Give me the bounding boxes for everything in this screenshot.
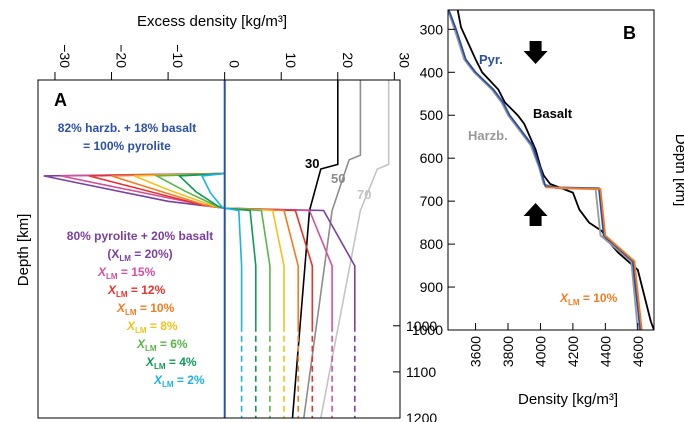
b-y-tick-label-300: 300 [420,21,444,37]
b-y-tick-label-1000: 1000 [412,322,443,338]
b-x-tick-label-4600: 4600 [630,336,646,367]
a-y-tick-label-1100: 1100 [406,364,436,380]
series-a-70 [320,80,390,418]
panel-a-x-axis-title: Excess density [kg/m³] [137,13,287,30]
b-y-tick-label-600: 600 [420,150,444,166]
xlm-4-value: = 4% [166,355,197,369]
panel-b: 3600 3800 4000 4200 4400 4600 300 400 500 600 700… [412,9,684,408]
b-x-tick-label-4200: 4200 [565,336,581,367]
panel-b-arrows [523,40,548,227]
a-x-tick-label-10: 10 [283,52,299,68]
annotation-xlm-10: XLM = 10% [116,301,175,317]
xlm-6-subscript: LM [145,344,157,353]
b-x-tick-label-4000: 4000 [532,336,548,367]
annotation-xlm-8: XLM = 8% [126,319,178,335]
label-xlm-10: XLM = 10% [559,291,618,307]
panel-a-frame [37,79,401,419]
annotation-xlm-12: XLM = 12% [107,283,166,299]
annotation-pyrolite: = 100% pyrolite [83,139,171,153]
panel-a-series [43,80,390,418]
a-x-tick-label-20: 20 [340,52,356,68]
series-b-harzb [448,10,639,330]
b-y-tick-label-500: 500 [420,107,444,123]
panel-b-x-ticks: 3600 3800 4000 4200 4400 4600 [468,323,646,367]
b-x-tick-label-4400: 4400 [597,336,613,367]
xlm-12-symbol: X [107,283,117,297]
panel-a-letter: A [54,90,67,110]
label-basalt: Basalt [533,106,573,121]
arrow-down-0 [523,40,548,64]
annotation-harzb-basalt: 82% harzb. + 18% basalt [58,121,196,135]
xlm-10-subscript: LM [125,308,137,317]
b-xlm-symbol: X [559,291,569,305]
xlm-4-symbol: X [145,355,155,369]
xlm-15-value: = 15% [118,265,156,279]
line-label-50: 50 [331,171,345,186]
xlm-15-subscript: LM [106,272,118,281]
xlm-6-symbol: X [136,337,146,351]
a-y-tick-label-1200: 1200 [406,410,437,422]
b-y-tick-label-900: 900 [420,279,444,295]
a-x-tick-label-0: 0 [227,60,243,68]
annotation-xlm-20: (XLM = 20%) [107,247,172,263]
annotation-xlm-2: XLM = 2% [153,373,205,389]
panel-b-frame [447,9,655,331]
xlm-2-symbol: X [153,373,163,387]
annotation-xlm-6: XLM = 6% [136,337,188,353]
xlm-6-value: = 6% [157,337,188,351]
xlm-2-value: = 2% [174,373,205,387]
line-label-30: 30 [305,156,319,171]
b-xlm-subscript: LM [568,298,580,307]
panel-b-series [448,10,654,330]
b-xlm-value: = 10% [580,291,618,305]
a-x-tick-label--30: −30 [57,44,73,68]
b-y-tick-label-800: 800 [420,236,444,252]
xlm-20-symbol: (X [107,247,119,261]
label-harzb: Harzb. [468,128,508,143]
xlm-20-value: = 20%) [131,247,173,261]
series-b-x-lm-10 [545,186,643,330]
panel-b-y-axis-title: Depth [km] [672,134,684,207]
a-x-tick-label--20: −20 [114,44,130,68]
annotation-xlm-4: XLM = 4% [145,355,197,371]
xlm-8-subscript: LM [135,326,147,335]
series-a-50 [303,80,362,418]
annotation-pyrolite-basalt: 80% pyrolite + 20% basalt [67,229,213,243]
series-a-30 [291,80,339,418]
a-x-tick-label--10: −10 [170,44,186,68]
line-label-70: 70 [357,187,371,202]
xlm-2-subscript: LM [162,380,174,389]
b-x-tick-label-3800: 3800 [500,336,516,367]
panel-b-x-axis-title: Density [kg/m³] [518,391,618,408]
b-x-tick-label-3600: 3600 [468,336,484,367]
xlm-8-symbol: X [126,319,136,333]
series-a-x-lm-2 [200,172,243,326]
panel-b-y-ticks: 300 400 500 600 700 800 900 1000 [412,21,455,338]
b-y-tick-label-400: 400 [420,64,444,80]
series-b-pyr [448,10,642,330]
xlm-4-subscript: LM [154,362,166,371]
panel-a-x-ticks: −30 −20 −10 0 10 20 30 [54,44,412,80]
xlm-20-subscript: LM [119,254,131,263]
panel-a-y-axis-title: Depth [km] [15,214,32,287]
series-a-x-lm-20 [43,172,356,326]
xlm-12-subscript: LM [116,290,128,299]
b-y-tick-label-700: 700 [420,193,444,209]
panel-b-letter: B [623,23,636,43]
arrow-up-1 [523,203,548,227]
xlm-15-symbol: X [97,265,107,279]
annotation-xlm-15: XLM = 15% [97,265,156,281]
xlm-10-symbol: X [116,301,126,315]
a-y-tick-label-1000: 1000 [406,318,437,334]
label-pyr: Pyr. [479,52,503,67]
xlm-8-value: = 8% [147,319,178,333]
series-a-x-lm-4 [177,172,257,326]
panel-a: Excess density [kg/m³] Depth [km] −30 −20… [15,13,437,422]
xlm-10-value: = 10% [137,301,175,315]
xlm-12-value: = 12% [128,283,166,297]
a-x-tick-label-30: 30 [396,52,412,68]
